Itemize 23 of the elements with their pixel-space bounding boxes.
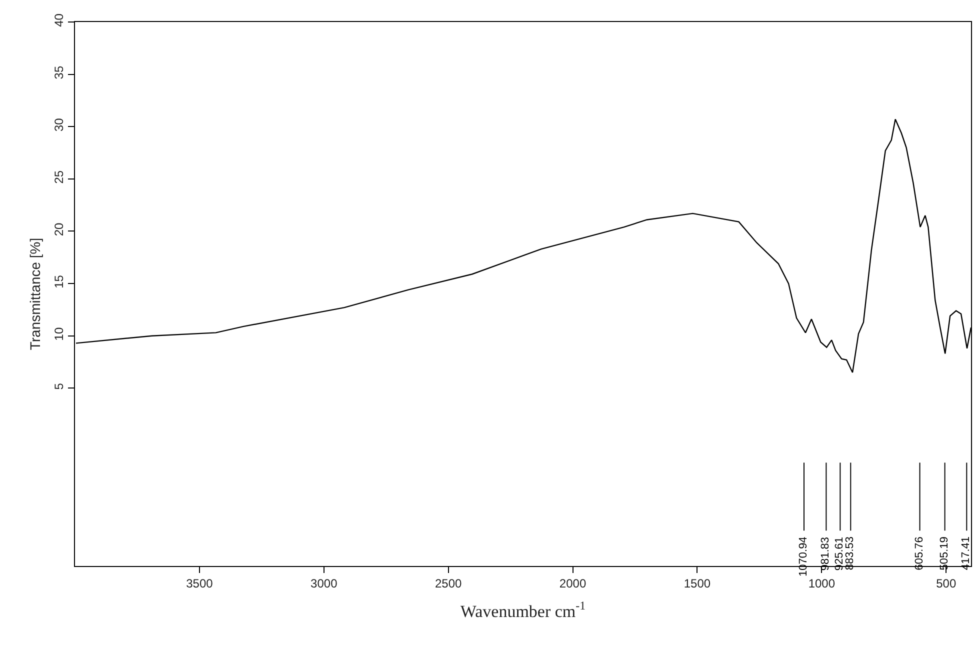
- y-tick-label: 20: [52, 222, 66, 236]
- ref-line-label: 925.61: [834, 536, 846, 571]
- y-tick-label: 10: [52, 327, 66, 341]
- x-tick-label: 2500: [434, 576, 462, 590]
- x-tick-label: 2000: [559, 576, 586, 590]
- y-tick-label: 15: [52, 274, 66, 288]
- ref-line-label: 883.53: [844, 536, 856, 570]
- x-tick-label: 1500: [684, 576, 711, 590]
- x-axis-title: Wavenumber cm$^{-1}$: [460, 598, 586, 621]
- ref-line-label: 417.41: [960, 536, 972, 570]
- x-tick-label: 3000: [310, 576, 338, 590]
- y-tick-label: 5: [52, 382, 66, 390]
- y-tick-label: 25: [52, 170, 66, 184]
- ref-line-label: 605.76: [913, 536, 926, 570]
- y-tick-label: 35: [52, 66, 66, 80]
- y-axis-title: Transmittance [%]: [26, 238, 43, 350]
- y-tick-label: 40: [52, 13, 66, 27]
- ref-line-label: 505.19: [938, 536, 950, 570]
- ref-line-label: 1070.94: [798, 536, 810, 576]
- x-tick-label: 500: [936, 576, 956, 590]
- x-tick-label: 1000: [808, 576, 836, 590]
- y-tick-label: 30: [52, 118, 66, 132]
- x-tick-label: 3500: [186, 576, 214, 590]
